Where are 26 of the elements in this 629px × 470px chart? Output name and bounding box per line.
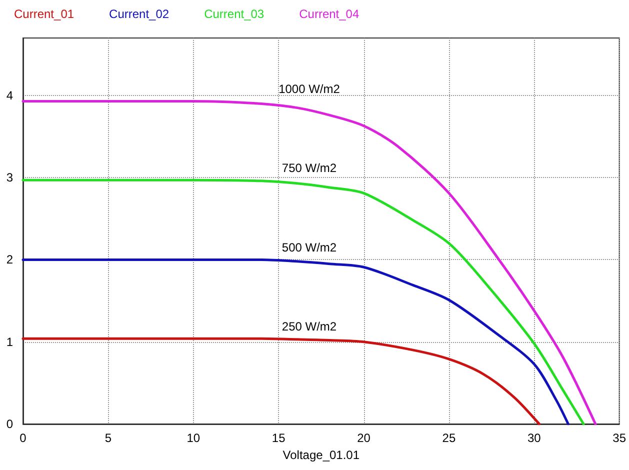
x-tick-label: 25 (442, 431, 456, 445)
annotation: 500 W/m2 (282, 240, 337, 255)
line-series (22, 337, 540, 426)
text: Current_01 (14, 7, 74, 21)
line-series (22, 178, 585, 426)
annotation: 750 W/m2 (282, 161, 337, 176)
text: Current_02 (109, 7, 170, 21)
x-tick-label: 0 (20, 431, 27, 445)
x-tick-label: 5 (104, 431, 112, 445)
y-tick-label: 0 (6, 417, 14, 431)
line-series (22, 258, 570, 426)
x-tick-label: 15 (272, 431, 286, 445)
text: Current_04 (299, 7, 360, 21)
y-tick-label: 4 (6, 88, 14, 102)
x-tick-label: 20 (357, 431, 371, 445)
y-tick-label: 2 (6, 252, 14, 267)
x-tick-label: 35 (612, 431, 626, 445)
line-series (22, 100, 597, 426)
y-tick-label: 1 (6, 334, 14, 349)
x-tick-label: 10 (186, 431, 200, 445)
text: Current_03 (204, 7, 264, 21)
x-axis-title: Voltage_01.01 (282, 448, 360, 462)
annotation: 250 W/m2 (282, 320, 337, 334)
y-tick-label: 3 (6, 170, 14, 185)
x-tick-label: 30 (527, 431, 542, 445)
annotation: 1000 W/m2 (278, 82, 340, 96)
